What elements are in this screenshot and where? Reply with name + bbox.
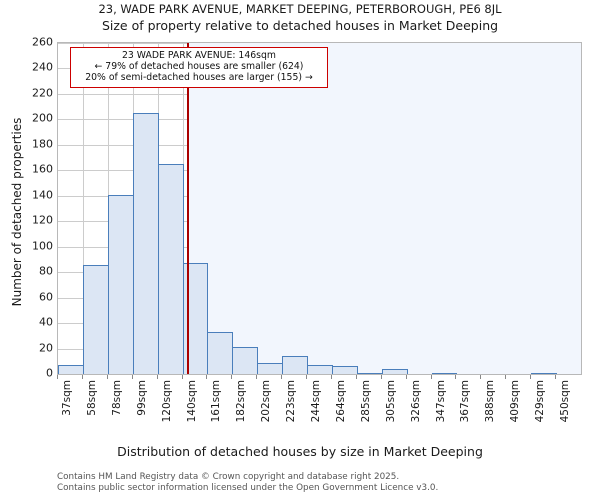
y-axis-tick-label: 160	[32, 162, 53, 176]
x-axis-tick-label: 161sqm	[210, 380, 223, 423]
x-axis-tick-mark	[430, 375, 432, 379]
x-axis-tick-label: 120sqm	[160, 380, 173, 423]
x-axis-tick-label: 182sqm	[235, 380, 248, 423]
x-axis-tick-mark	[306, 375, 308, 379]
x-axis-tick-label: 409sqm	[509, 380, 522, 423]
chart-title-block: 23, WADE PARK AVENUE, MARKET DEEPING, PE…	[0, 2, 600, 34]
chart-subtitle: Size of property relative to detached ho…	[101, 18, 499, 33]
histogram-bar	[432, 372, 457, 374]
plot-area	[57, 42, 582, 375]
x-axis-tick-mark	[281, 375, 283, 379]
x-axis-tick-label: 347sqm	[434, 380, 447, 423]
x-axis-tick-label: 450sqm	[559, 380, 572, 423]
y-axis-tick-label: 200	[32, 111, 53, 125]
x-axis-tick-label: 58sqm	[85, 380, 98, 416]
x-axis-tick-label: 140sqm	[185, 380, 198, 423]
x-axis-tick-label: 429sqm	[534, 380, 547, 423]
histogram-bar	[183, 263, 208, 374]
x-axis-tick-mark	[405, 375, 407, 379]
larger-properties-shaded-region	[187, 43, 581, 374]
x-axis-tick-label: 223sqm	[285, 380, 298, 423]
x-axis-tick-label: 367sqm	[459, 380, 472, 423]
x-axis-tick-label: 305sqm	[384, 380, 397, 423]
x-axis-tick-mark	[231, 375, 233, 379]
gridline-vertical	[83, 43, 84, 374]
x-axis-tick-mark	[505, 375, 507, 379]
x-axis-tick-mark	[206, 375, 208, 379]
property-size-marker-line	[187, 43, 190, 374]
y-axis-tick-label: 60	[39, 290, 53, 304]
footer-attribution: Contains HM Land Registry data © Crown c…	[57, 472, 597, 493]
x-axis-tick-mark	[156, 375, 158, 379]
x-axis-tick-mark	[106, 375, 108, 379]
x-axis-tick-label: 244sqm	[310, 380, 323, 423]
x-axis-tick-mark	[256, 375, 258, 379]
y-axis-tick-label: 260	[32, 35, 53, 49]
x-axis-tick-mark	[480, 375, 482, 379]
x-axis-tick-label: 326sqm	[409, 380, 422, 423]
annotation-line-1: 23 WADE PARK AVENUE: 146sqm	[122, 50, 276, 61]
y-axis-tick-label: 180	[32, 137, 53, 151]
y-axis-tick-label: 20	[39, 341, 53, 355]
x-axis-tick-mark	[380, 375, 382, 379]
x-axis-tick-mark	[455, 375, 457, 379]
annotation-line-3: 20% of semi-detached houses are larger (…	[85, 72, 313, 84]
x-axis-tick-mark	[530, 375, 532, 379]
y-axis-ticks: 0 20 40 60 80 100 120 140 160 180 200 220 240 260	[0, 0, 53, 500]
marker-annotation-box: 23 WADE PARK AVENUE: 146sqm ← 79% of det…	[70, 47, 328, 88]
y-axis-tick-label: 140	[32, 188, 53, 202]
y-axis-tick-label: 80	[39, 264, 53, 278]
x-axis-tick-label: 388sqm	[484, 380, 497, 423]
x-axis-tick-label: 285sqm	[359, 380, 372, 423]
x-axis-tick-mark	[555, 375, 557, 379]
annotation-line-2: ← 79% of detached houses are smaller (62…	[94, 61, 304, 73]
x-axis-tick-label: 37sqm	[61, 380, 73, 416]
x-axis-tick-label: 202sqm	[260, 380, 273, 423]
histogram-bar	[531, 372, 557, 374]
x-axis-tick-mark	[181, 375, 183, 379]
y-axis-tick-label: 120	[32, 213, 53, 227]
y-axis-tick-label: 100	[32, 239, 53, 253]
y-axis-tick-label: 220	[32, 86, 53, 100]
histogram-bar	[382, 368, 408, 374]
x-axis-tick-mark	[131, 375, 133, 379]
footer-line-2: Contains public sector information licen…	[57, 482, 439, 493]
chart-title: 23, WADE PARK AVENUE, MARKET DEEPING, PE…	[98, 2, 502, 16]
x-axis-tick-label: 99sqm	[135, 380, 148, 416]
x-axis-tick-mark	[330, 375, 332, 379]
histogram-bar	[207, 332, 233, 374]
x-axis-tick-mark	[355, 375, 357, 379]
histogram-bar	[232, 347, 258, 374]
x-axis-label: Distribution of detached houses by size …	[117, 444, 483, 459]
y-axis-tick-label: 240	[32, 60, 53, 74]
x-axis-tick-label: 78sqm	[110, 380, 123, 416]
y-axis-tick-label: 40	[39, 315, 53, 329]
y-axis-tick-label: 0	[46, 366, 53, 380]
histogram-bar	[83, 264, 109, 374]
x-axis-tick-label: 264sqm	[334, 380, 347, 423]
x-axis-tick-mark	[81, 375, 83, 379]
footer-line-1: Contains HM Land Registry data © Crown c…	[57, 472, 400, 482]
histogram-bar	[332, 366, 358, 374]
x-axis-tick-mark	[57, 375, 58, 379]
